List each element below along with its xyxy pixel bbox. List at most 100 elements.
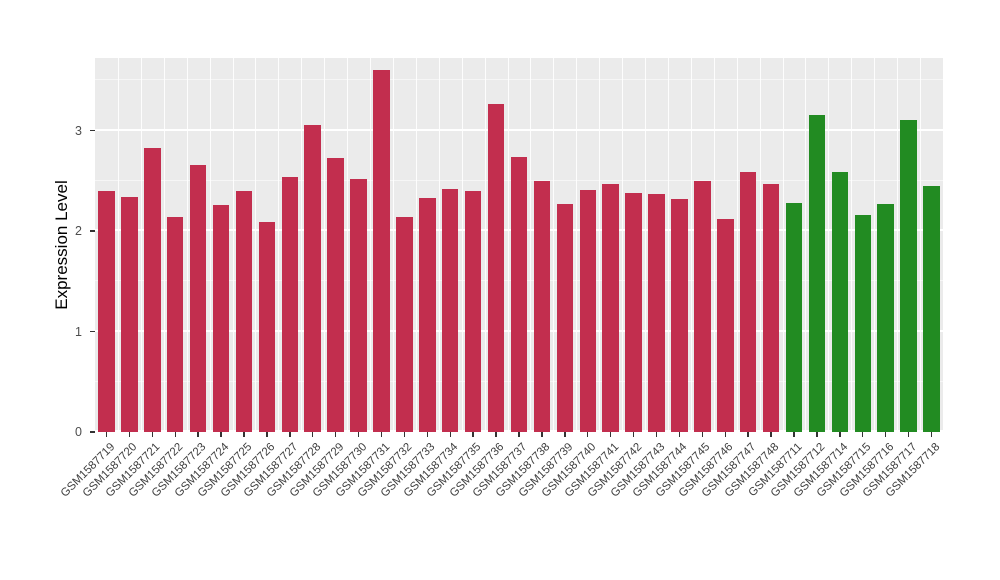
gridline-vertical bbox=[690, 58, 692, 432]
bar bbox=[98, 190, 115, 432]
gridline-vertical bbox=[805, 58, 807, 432]
x-tick bbox=[357, 432, 360, 437]
x-tick bbox=[289, 432, 291, 437]
x-tick bbox=[151, 432, 153, 437]
gridline-vertical bbox=[438, 58, 440, 432]
bar bbox=[121, 196, 138, 432]
gridline-vertical bbox=[897, 58, 899, 432]
x-tick bbox=[747, 432, 749, 437]
bar bbox=[739, 171, 757, 432]
gridline-vertical bbox=[920, 58, 922, 432]
gridline-vertical bbox=[645, 58, 647, 432]
gridline-vertical bbox=[278, 58, 280, 432]
bar bbox=[831, 171, 849, 432]
x-tick bbox=[403, 432, 406, 437]
x-tick bbox=[839, 432, 841, 437]
y-tick bbox=[90, 330, 95, 333]
bar bbox=[854, 214, 872, 432]
gridline-vertical bbox=[667, 58, 669, 432]
y-tick-label: 1 bbox=[75, 324, 82, 339]
y-tick bbox=[90, 129, 95, 132]
y-tick bbox=[90, 431, 95, 433]
gridline-vertical bbox=[461, 58, 463, 432]
bar bbox=[533, 180, 551, 432]
x-tick bbox=[174, 432, 176, 437]
gridline-vertical bbox=[186, 58, 188, 432]
x-tick bbox=[770, 432, 772, 437]
bar bbox=[510, 156, 528, 432]
x-tick bbox=[128, 432, 131, 437]
gridline-vertical bbox=[140, 58, 142, 432]
gridline-minor bbox=[95, 79, 943, 81]
gridline-vertical bbox=[530, 58, 532, 432]
bar bbox=[189, 164, 207, 432]
x-tick bbox=[885, 432, 887, 437]
x-tick bbox=[312, 432, 314, 437]
x-tick bbox=[564, 432, 566, 437]
bar bbox=[144, 147, 161, 432]
gridline-major bbox=[95, 128, 943, 131]
x-tick bbox=[266, 432, 268, 437]
gridline-vertical bbox=[117, 58, 119, 432]
gridline-vertical bbox=[759, 58, 761, 432]
bar bbox=[625, 192, 642, 432]
x-tick bbox=[632, 432, 635, 437]
plot-panel bbox=[95, 58, 943, 432]
gridline-vertical bbox=[599, 58, 601, 432]
x-axis: GSM1587719 GSM1587720 GSM1587721 GSM1587722… bbox=[58, 432, 943, 572]
x-tick bbox=[793, 432, 795, 437]
x-tick bbox=[334, 432, 337, 437]
gridline-vertical bbox=[255, 58, 257, 432]
gridline-vertical bbox=[828, 58, 830, 432]
bar bbox=[900, 119, 917, 432]
bar bbox=[350, 178, 367, 432]
bar bbox=[785, 202, 803, 432]
x-tick bbox=[541, 432, 543, 437]
x-tick bbox=[449, 432, 451, 437]
bar bbox=[648, 193, 665, 432]
gridline-vertical bbox=[484, 58, 486, 432]
gridline-vertical bbox=[232, 58, 234, 432]
bar bbox=[579, 189, 596, 432]
gridline-vertical bbox=[209, 58, 211, 432]
x-tick bbox=[678, 432, 681, 437]
gridline-vertical bbox=[163, 58, 165, 432]
gridline-vertical bbox=[874, 58, 876, 432]
bar bbox=[258, 222, 276, 432]
bar bbox=[419, 197, 436, 432]
gridline-vertical bbox=[553, 58, 555, 432]
y-axis: 0 1 2 3 bbox=[0, 58, 95, 439]
x-tick bbox=[609, 432, 612, 437]
gridline-vertical bbox=[713, 58, 715, 432]
gridline-vertical bbox=[392, 58, 394, 432]
gridline-vertical bbox=[736, 58, 738, 432]
gridline-vertical bbox=[347, 58, 349, 432]
bar bbox=[441, 188, 459, 432]
x-tick bbox=[701, 432, 704, 437]
bar bbox=[671, 198, 688, 432]
gridline-vertical bbox=[415, 58, 417, 432]
bar bbox=[923, 185, 940, 432]
gridline-vertical bbox=[622, 58, 624, 432]
bar bbox=[235, 190, 253, 432]
bar bbox=[304, 124, 321, 432]
x-tick bbox=[655, 432, 658, 437]
x-tick bbox=[380, 432, 383, 437]
bar bbox=[396, 216, 413, 432]
bar bbox=[602, 183, 619, 432]
bar bbox=[808, 115, 826, 432]
x-tick bbox=[724, 432, 726, 437]
x-tick bbox=[243, 432, 245, 437]
gridline-vertical bbox=[507, 58, 509, 432]
bar bbox=[556, 203, 574, 432]
bar bbox=[373, 70, 390, 432]
x-tick bbox=[426, 432, 428, 437]
bar bbox=[166, 216, 184, 432]
bar bbox=[877, 203, 894, 432]
x-tick bbox=[472, 432, 474, 437]
bar bbox=[464, 190, 482, 432]
x-tick bbox=[197, 432, 199, 437]
y-tick bbox=[90, 230, 95, 232]
x-tick bbox=[105, 432, 108, 437]
